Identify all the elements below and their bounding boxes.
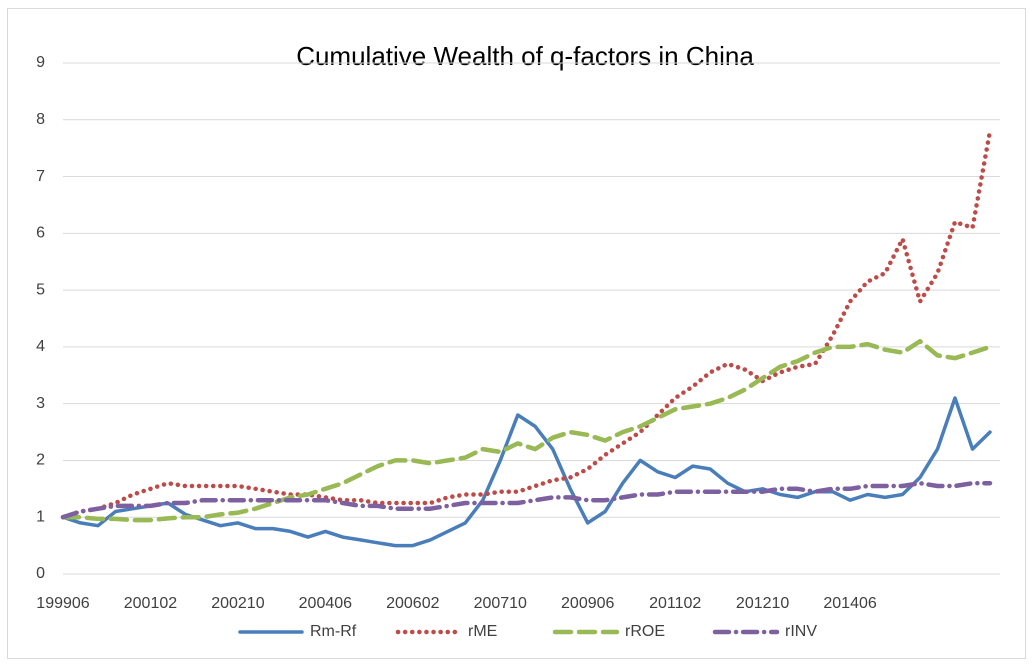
- chart-title: Cumulative Wealth of q-factors in China: [296, 41, 754, 71]
- y-tick-label: 6: [36, 225, 45, 242]
- y-tick-label: 5: [36, 281, 45, 298]
- x-tick-label: 199906: [36, 595, 89, 612]
- x-tick-label: 200102: [124, 595, 177, 612]
- series-line: [60, 338, 993, 523]
- legend-label: rINV: [785, 623, 817, 640]
- legend-label: Rm-Rf: [310, 623, 357, 640]
- series-line: [60, 480, 993, 520]
- x-tick-label: 201406: [823, 595, 876, 612]
- y-tick-label: 4: [36, 338, 45, 355]
- x-tick-label: 200210: [211, 595, 264, 612]
- x-tick-label: 201102: [649, 595, 701, 612]
- x-tick-label: 200406: [299, 595, 352, 612]
- series-line: [61, 396, 992, 548]
- x-tick-label: 200906: [561, 595, 614, 612]
- x-tick-label: 200710: [474, 595, 527, 612]
- y-tick-label: 2: [36, 452, 45, 469]
- legend-label: rROE: [625, 623, 665, 640]
- y-tick-label: 7: [36, 168, 45, 185]
- y-tick-label: 1: [36, 508, 45, 525]
- x-tick-label: 201210: [736, 595, 789, 612]
- chart-border: [7, 8, 1026, 659]
- y-tick-label: 9: [36, 54, 45, 71]
- legend-label: rME: [468, 623, 497, 640]
- x-tick-label: 200602: [386, 595, 439, 612]
- y-tick-label: 0: [36, 565, 45, 582]
- y-tick-label: 8: [36, 111, 45, 128]
- y-tick-label: 3: [36, 395, 45, 412]
